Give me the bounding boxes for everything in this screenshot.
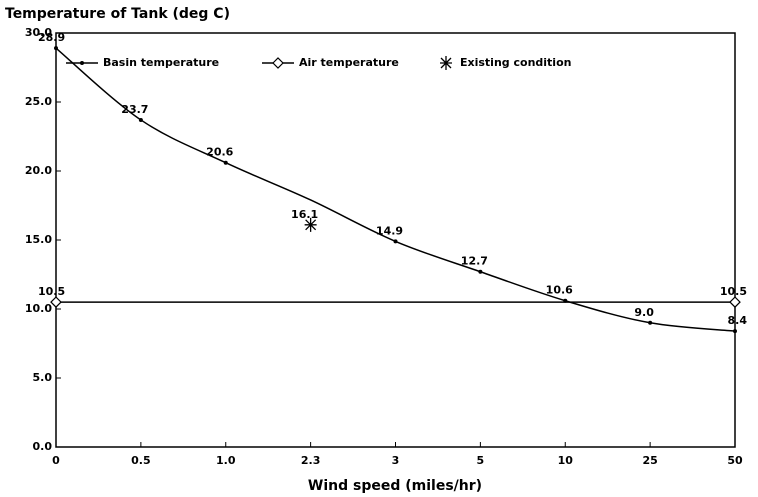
y-tick-label: 5.0 — [33, 371, 53, 384]
point — [393, 239, 398, 244]
value-label: 28.9 — [38, 31, 65, 44]
value-label: 10.6 — [546, 284, 573, 297]
x-tick-label: 0 — [52, 454, 60, 467]
x-axis-label: Wind speed (miles/hr) — [308, 478, 482, 494]
legend-marker — [80, 61, 84, 65]
x-tick-label: 3 — [392, 454, 400, 467]
legend-marker — [440, 56, 452, 70]
value-label: 20.6 — [206, 146, 233, 159]
y-tick-label: 15.0 — [25, 233, 52, 246]
series-line — [55, 47, 736, 332]
value-label: 10.5 — [720, 285, 747, 298]
point — [729, 296, 741, 308]
x-tick-label: 10 — [558, 454, 574, 467]
x-tick-label: 2.3 — [301, 454, 321, 467]
y-tick-label: 0.0 — [33, 440, 53, 453]
x-tick-label: 50 — [727, 454, 743, 467]
value-label: 12.7 — [461, 255, 488, 268]
x-tick-label: 1.0 — [216, 454, 236, 467]
point — [223, 160, 228, 165]
legend-marker — [272, 57, 284, 69]
x-tick-label: 5 — [477, 454, 485, 467]
y-tick-label: 25.0 — [25, 95, 52, 108]
point — [54, 46, 58, 51]
value-label: 14.9 — [376, 224, 403, 237]
legend-label: Air temperature — [299, 56, 399, 69]
chart-title: Temperature of Tank (deg C) — [5, 6, 230, 22]
legend-label: Basin temperature — [103, 56, 219, 69]
value-label: 9.0 — [634, 306, 654, 319]
value-label: 10.5 — [38, 285, 65, 298]
value-label: 23.7 — [121, 103, 148, 116]
point — [304, 217, 317, 232]
x-tick-label: 0.5 — [131, 454, 151, 467]
point — [50, 296, 62, 308]
x-tick-label: 25 — [642, 454, 657, 467]
legend-label: Existing condition — [460, 56, 571, 69]
value-label: 8.4 — [728, 314, 748, 327]
y-tick-label: 30.0 — [25, 26, 52, 39]
y-tick-label: 20.0 — [25, 164, 52, 177]
point — [138, 117, 143, 122]
y-tick-label: 10.0 — [25, 302, 52, 315]
point — [478, 269, 483, 274]
point — [733, 329, 737, 334]
value-label: 16.1 — [291, 208, 318, 221]
point — [648, 320, 653, 325]
